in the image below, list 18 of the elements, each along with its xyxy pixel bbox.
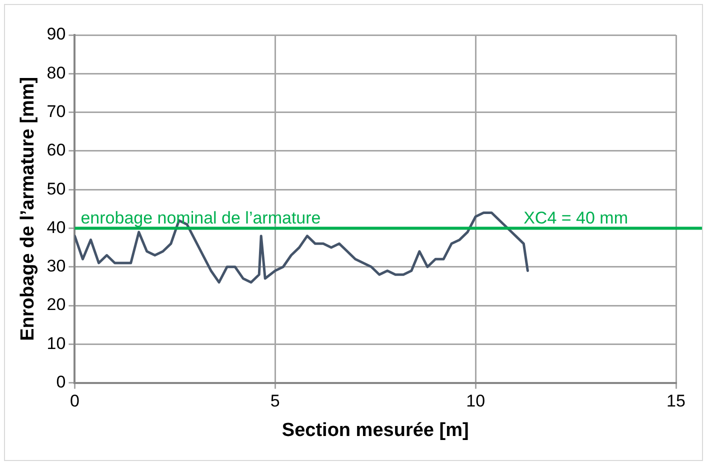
y-tick-label: 40 — [46, 218, 66, 237]
y-tick-label: 70 — [46, 102, 66, 121]
ref-line-label: enrobage nominal de l’armature — [80, 208, 321, 228]
x-tick-label: 15 — [666, 392, 686, 411]
y-tick-label: 20 — [46, 295, 66, 314]
y-tick-label: 10 — [46, 334, 66, 353]
y-tick-label: 80 — [46, 63, 66, 82]
x-tick-label: 10 — [466, 392, 486, 411]
x-tick-label: 5 — [270, 392, 280, 411]
y-tick-label: 50 — [46, 179, 66, 198]
y-tick-label: 60 — [46, 140, 66, 160]
annotation: XC4 = 40 mm — [524, 208, 628, 228]
y-tick-label: 30 — [46, 256, 66, 276]
y-tick-label: 0 — [56, 372, 66, 392]
x-tick-label: 0 — [70, 392, 80, 411]
y-tick-label: 90 — [46, 24, 66, 44]
y-axis-title: Enrobage de l’armature [mm] — [18, 76, 39, 341]
x-axis-title: Section mesurée [m] — [282, 420, 469, 441]
